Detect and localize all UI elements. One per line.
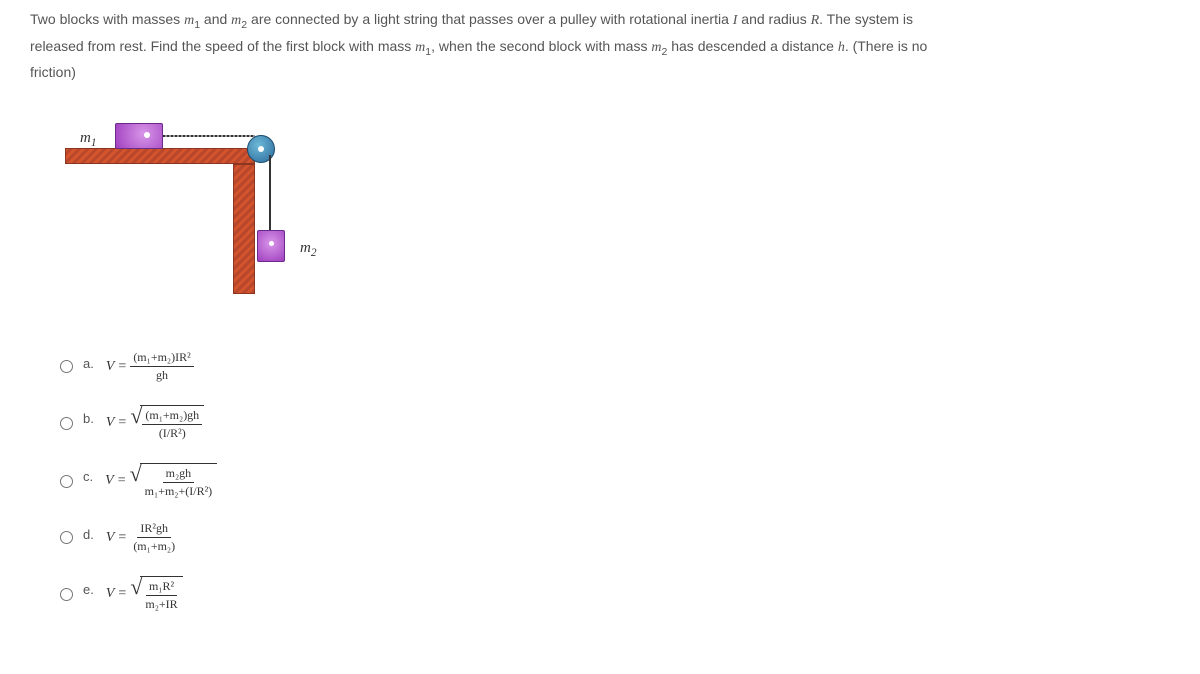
- question-text-part: and radius: [737, 11, 810, 27]
- radio-d[interactable]: [60, 531, 73, 544]
- block-m1: [115, 123, 163, 149]
- var-m1: m: [415, 40, 425, 55]
- option-b[interactable]: b. V = √ (m₁+m₂)gh (I/R²): [60, 405, 1170, 441]
- option-letter-d: d.: [83, 521, 94, 542]
- var-m1: m: [184, 13, 194, 28]
- question-text-part: released from rest. Find the speed of th…: [30, 38, 415, 54]
- question-text-part: has descended a distance: [667, 38, 837, 54]
- option-a[interactable]: a. V = (m₁+m₂)IR² gh: [60, 350, 1170, 383]
- m2-label: m2: [300, 240, 316, 259]
- question-text-part: friction): [30, 64, 76, 80]
- m1-label: m1: [80, 130, 96, 149]
- option-letter-c: c.: [83, 463, 93, 484]
- formula-d: V = IR²gh (m₁+m₂): [106, 521, 178, 554]
- var-R: R: [811, 13, 820, 28]
- formula-e: V = √ m₁R² m₂+IR: [106, 576, 183, 612]
- question-text-part: . (There is no: [845, 38, 927, 54]
- option-letter-e: e.: [83, 576, 94, 597]
- question-text: Two blocks with masses m1 and m2 are con…: [30, 8, 1170, 85]
- radio-a[interactable]: [60, 360, 73, 373]
- option-letter-b: b.: [83, 405, 94, 426]
- question-text-part: . The system is: [819, 11, 913, 27]
- answer-options: a. V = (m₁+m₂)IR² gh b. V = √ (m₁+m₂)gh …: [60, 350, 1170, 612]
- formula-a: V = (m₁+m₂)IR² gh: [106, 350, 194, 383]
- physics-diagram: m1 m2: [65, 115, 365, 315]
- option-letter-a: a.: [83, 350, 94, 371]
- var-m2: m: [651, 40, 661, 55]
- option-d[interactable]: d. V = IR²gh (m₁+m₂): [60, 521, 1170, 554]
- block-m2: [257, 230, 285, 262]
- question-text-part: and: [200, 11, 231, 27]
- question-text-part: , when the second block with mass: [431, 38, 651, 54]
- question-text-part: are connected by a light string that pas…: [247, 11, 733, 27]
- option-c[interactable]: c. V = √ m₂gh m₁+m₂+(I/R²): [60, 463, 1170, 499]
- radio-c[interactable]: [60, 475, 73, 488]
- table-surface: [65, 148, 255, 164]
- radio-e[interactable]: [60, 588, 73, 601]
- formula-b: V = √ (m₁+m₂)gh (I/R²): [106, 405, 204, 441]
- option-e[interactable]: e. V = √ m₁R² m₂+IR: [60, 576, 1170, 612]
- string-horizontal: [163, 135, 255, 137]
- question-text-part: Two blocks with masses: [30, 11, 184, 27]
- var-m2: m: [231, 13, 241, 28]
- radio-b[interactable]: [60, 417, 73, 430]
- formula-c: V = √ m₂gh m₁+m₂+(I/R²): [105, 463, 217, 499]
- var-h: h: [838, 40, 845, 55]
- string-vertical: [269, 155, 271, 233]
- table-leg: [233, 164, 255, 294]
